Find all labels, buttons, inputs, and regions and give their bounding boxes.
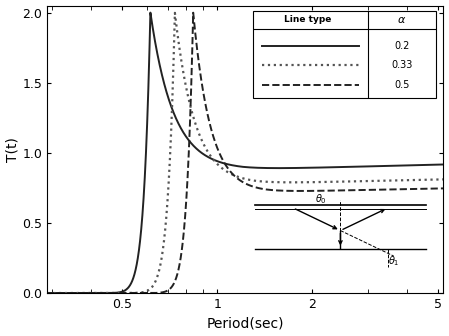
X-axis label: Period(sec): Period(sec)	[207, 317, 284, 330]
Y-axis label: T(t): T(t)	[5, 137, 20, 162]
